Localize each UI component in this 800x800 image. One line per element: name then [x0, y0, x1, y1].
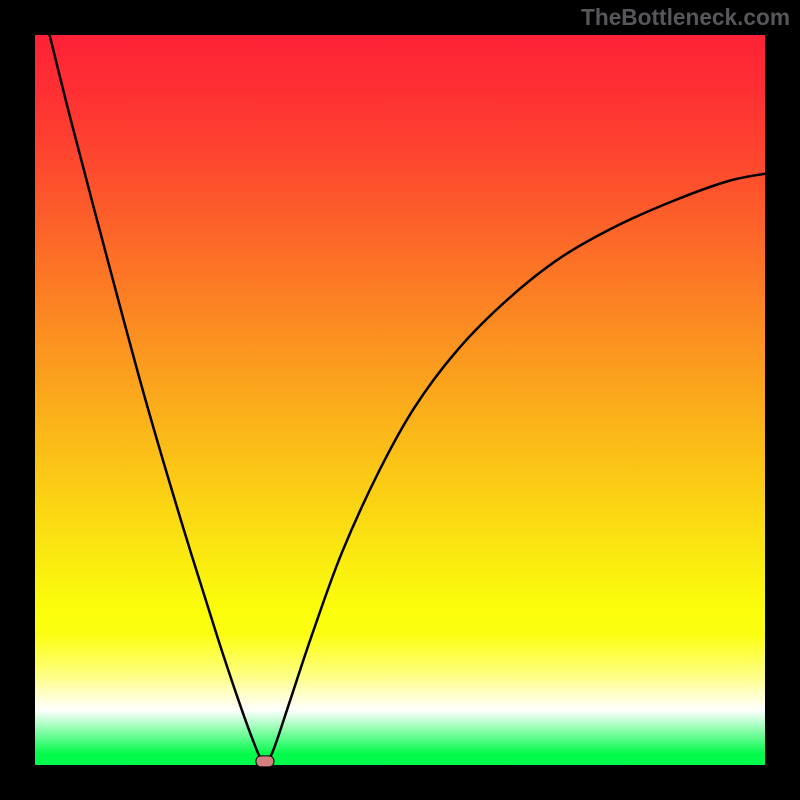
- chart-container: TheBottleneck.com: [0, 0, 800, 800]
- optimal-point-marker: [256, 756, 274, 767]
- bottleneck-chart: [0, 0, 800, 800]
- watermark-text: TheBottleneck.com: [581, 4, 790, 31]
